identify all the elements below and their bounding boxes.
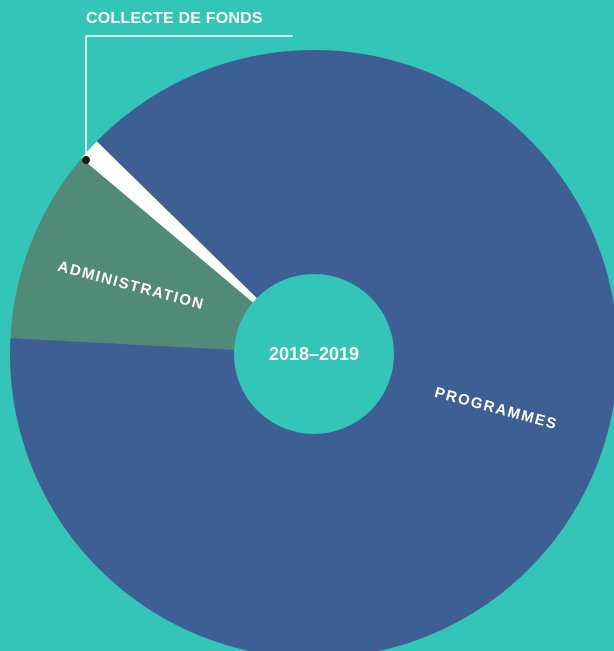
slice-label-collecte-de-fonds: COLLECTE DE FONDS — [86, 10, 263, 27]
center-label: 2018–2019 — [269, 344, 359, 364]
pie-slice-administration — [10, 158, 314, 354]
callout-leader — [82, 35, 293, 164]
center-hole — [234, 274, 394, 434]
